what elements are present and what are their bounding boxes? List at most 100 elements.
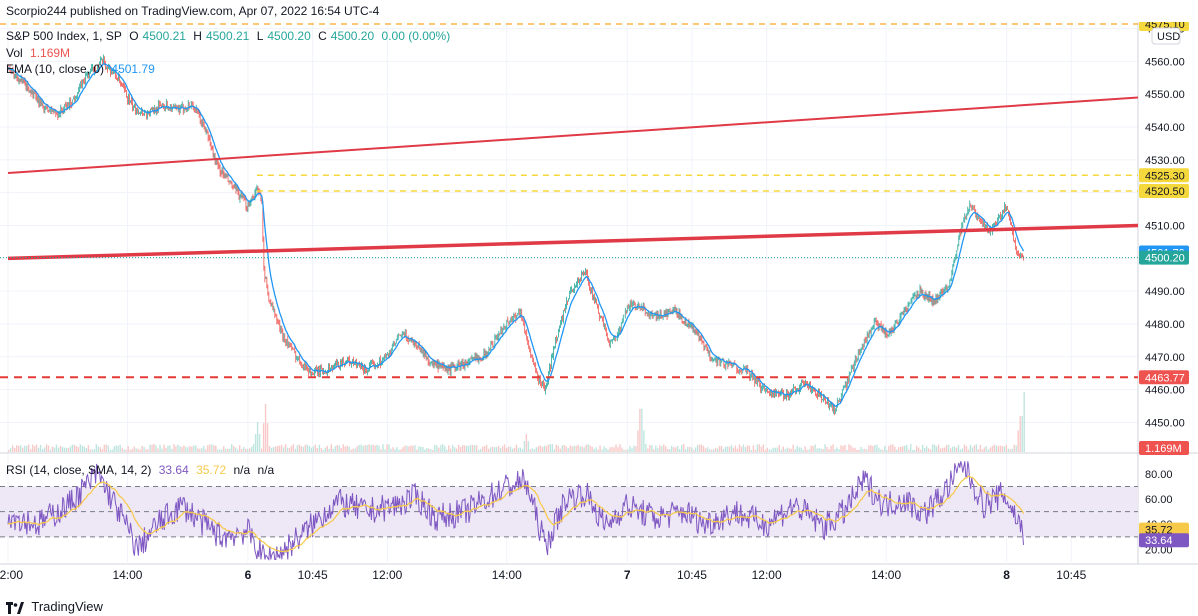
volume-bar xyxy=(886,449,888,452)
volume-bar xyxy=(440,445,442,452)
time-tick-label: 7 xyxy=(624,568,631,582)
volume-bar xyxy=(33,446,36,452)
volume-bar xyxy=(553,449,555,452)
grid-lines xyxy=(0,22,1138,562)
price-badge: 4500.20 xyxy=(1139,250,1189,265)
currency-button-label: USD xyxy=(1157,31,1180,43)
volume-bar xyxy=(376,444,378,452)
volume-bar xyxy=(858,449,860,452)
volume-bar xyxy=(641,408,643,452)
volume-label[interactable]: Vol xyxy=(6,46,23,60)
volume-bar xyxy=(736,448,739,452)
volume-bar xyxy=(410,445,412,452)
price-badge: 4520.50 xyxy=(1139,184,1189,199)
volume-bar xyxy=(402,447,404,452)
volume-bar xyxy=(163,444,165,452)
volume-bar xyxy=(205,449,207,452)
volume-bar xyxy=(326,445,328,452)
volume-bar xyxy=(47,445,50,452)
price-badge-bg xyxy=(1139,184,1189,199)
volume-bar xyxy=(756,444,759,452)
volume-bar xyxy=(565,446,567,452)
open-value: 4500.21 xyxy=(142,29,186,43)
volume-bar xyxy=(129,449,131,452)
volume-bar xyxy=(830,445,832,452)
volume-bar xyxy=(131,448,133,452)
volume-bar xyxy=(322,449,325,452)
close-value: 4500.20 xyxy=(330,29,375,43)
volume-bar xyxy=(105,444,107,452)
volume-bar xyxy=(217,449,219,452)
volume-bar xyxy=(965,446,968,452)
volume-bar xyxy=(334,446,336,452)
close-key: C xyxy=(318,29,327,43)
volume-bar xyxy=(690,447,693,452)
volume-bar xyxy=(308,445,311,452)
volume-bar xyxy=(53,447,56,452)
volume-bar xyxy=(768,449,771,452)
volume-bar xyxy=(497,445,500,452)
volume-bar xyxy=(935,446,938,452)
volume-bar xyxy=(742,444,745,452)
volume-bar xyxy=(1013,444,1015,452)
volume-bar xyxy=(199,448,201,452)
volume-bar xyxy=(137,448,139,452)
volume-bar xyxy=(561,445,563,452)
symbol-label[interactable]: S&P 500 Index, 1, SP xyxy=(6,29,122,43)
volume-bar xyxy=(685,449,687,452)
volume-bar xyxy=(471,444,474,452)
volume-bar xyxy=(595,447,597,452)
volume-bar xyxy=(314,444,317,452)
volume-bar xyxy=(780,449,782,452)
volume-bar xyxy=(23,445,26,452)
volume-bar xyxy=(15,445,18,452)
volume-bar xyxy=(201,448,203,452)
volume-bar xyxy=(487,448,490,452)
ema-line xyxy=(7,63,1025,408)
time-tick-label: 8 xyxy=(1003,568,1010,582)
volume-bar xyxy=(51,446,54,452)
volume-bar xyxy=(394,449,396,452)
rsi-value: 33.64 xyxy=(158,463,189,477)
volume-bar xyxy=(223,446,225,452)
volume-bar xyxy=(866,449,868,452)
volume-bar xyxy=(91,449,94,452)
volume-bar xyxy=(501,446,504,452)
volume-bar xyxy=(316,447,319,452)
volume-bar xyxy=(1003,446,1005,452)
volume-bar xyxy=(702,445,705,452)
high-key: H xyxy=(193,29,202,43)
volume-bar xyxy=(700,444,703,452)
ema-label[interactable]: EMA (10, close, 0) xyxy=(6,62,105,76)
volume-bar xyxy=(438,447,440,452)
volume-value: 1.169M xyxy=(30,46,71,60)
volume-bar xyxy=(175,446,177,452)
rsi-badge: 33.64 xyxy=(1139,533,1189,548)
volume-bar xyxy=(917,447,920,452)
rsi-label[interactable]: RSI (14, close, SMA, 14, 2) xyxy=(6,463,152,477)
volume-bar xyxy=(908,449,910,452)
volume-bar xyxy=(740,446,743,452)
currency-button[interactable]: USD xyxy=(1151,27,1181,45)
volume-bar xyxy=(193,445,195,452)
volume-bar xyxy=(874,444,876,452)
volume-bar xyxy=(688,446,691,452)
volume-bar xyxy=(625,449,627,452)
volume-bar xyxy=(931,444,934,452)
volume-bar xyxy=(983,447,986,452)
volume-bar xyxy=(915,445,918,452)
volume-bar xyxy=(65,447,68,452)
volume-bar xyxy=(414,445,416,452)
chart-canvas[interactable]: 4450.00 4460.00 4470.00 4480.00 4490.00 4500.… xyxy=(0,22,1198,597)
volume-bar xyxy=(416,449,418,452)
volume-bar xyxy=(412,445,414,452)
volume-bar xyxy=(876,444,878,452)
open-key: O xyxy=(129,29,139,43)
volume-bar xyxy=(1011,448,1013,452)
low-value: 4500.20 xyxy=(267,29,311,43)
high-value: 4500.21 xyxy=(205,29,250,43)
volume-bar xyxy=(197,448,199,452)
volume-bar xyxy=(991,446,994,452)
volume-bar xyxy=(55,444,58,452)
